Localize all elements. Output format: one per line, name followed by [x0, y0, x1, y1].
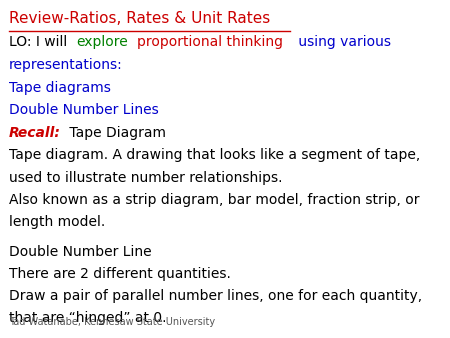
Text: using various: using various [294, 35, 391, 49]
Text: Recall:: Recall: [9, 126, 61, 140]
Text: Tad Watanabe, Kennesaw State University: Tad Watanabe, Kennesaw State University [9, 317, 215, 327]
Text: Double Number Line: Double Number Line [9, 244, 152, 259]
Text: Tape diagrams: Tape diagrams [9, 80, 111, 95]
Text: used to illustrate number relationships.: used to illustrate number relationships. [9, 171, 283, 185]
Text: length model.: length model. [9, 215, 105, 229]
Text: that are “hinged” at 0.: that are “hinged” at 0. [9, 311, 166, 325]
Text: explore: explore [76, 35, 128, 49]
Text: There are 2 different quantities.: There are 2 different quantities. [9, 267, 231, 281]
Text: Also known as a strip diagram, bar model, fraction strip, or: Also known as a strip diagram, bar model… [9, 193, 419, 207]
Text: Tape diagram. A drawing that looks like a segment of tape,: Tape diagram. A drawing that looks like … [9, 148, 420, 163]
Text: representations:: representations: [9, 58, 123, 72]
Text: LO: I will: LO: I will [9, 35, 72, 49]
Text: Tape Diagram: Tape Diagram [65, 126, 166, 140]
Text: Double Number Lines: Double Number Lines [9, 103, 159, 117]
Text: Draw a pair of parallel number lines, one for each quantity,: Draw a pair of parallel number lines, on… [9, 289, 422, 303]
Text: Review-Ratios, Rates & Unit Rates: Review-Ratios, Rates & Unit Rates [9, 11, 270, 26]
Text: proportional thinking: proportional thinking [137, 35, 283, 49]
